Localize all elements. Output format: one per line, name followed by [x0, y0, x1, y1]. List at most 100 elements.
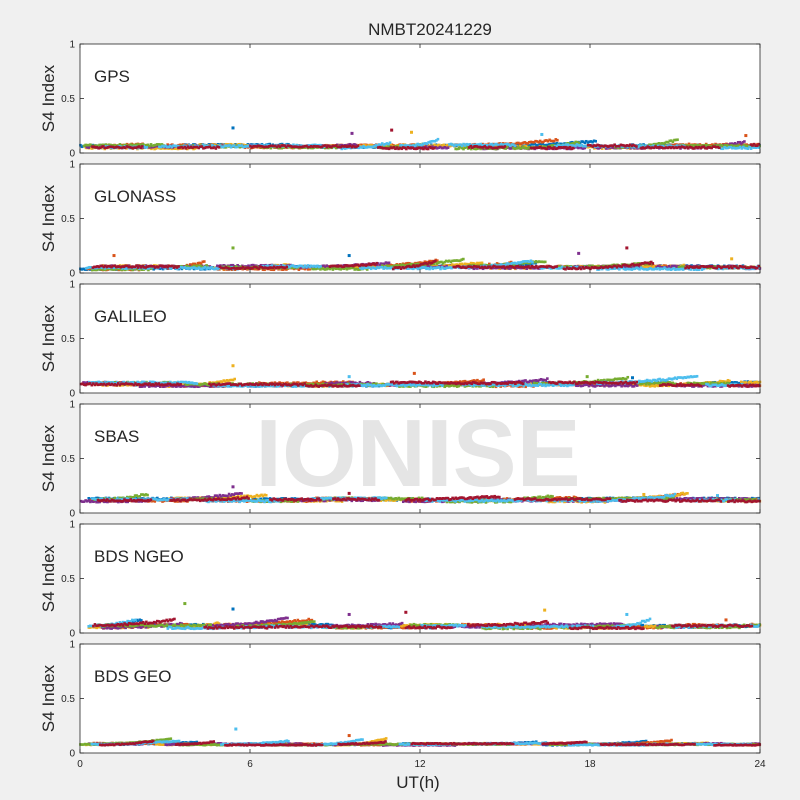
data-point — [196, 261, 200, 265]
data-point — [283, 264, 287, 268]
data-point — [419, 143, 423, 147]
data-point — [588, 264, 591, 268]
data-point — [351, 144, 355, 148]
data-point — [585, 139, 588, 143]
data-point — [98, 143, 101, 147]
y-axis-label: S4 Index — [39, 64, 58, 132]
data-point — [675, 267, 679, 271]
data-point — [124, 267, 127, 270]
data-point — [745, 144, 749, 148]
data-point — [433, 146, 436, 150]
data-point — [366, 265, 370, 269]
data-point — [480, 146, 483, 149]
data-point — [370, 145, 373, 149]
data-point — [334, 146, 338, 150]
data-point — [462, 257, 465, 261]
data-point — [463, 146, 467, 150]
data-point — [731, 144, 735, 148]
data-point — [173, 144, 177, 148]
data-point — [648, 262, 651, 266]
data-point — [573, 267, 577, 270]
data-point — [292, 265, 296, 268]
data-point — [697, 144, 701, 147]
data-point — [583, 144, 587, 148]
data-point — [234, 267, 237, 270]
data-point — [468, 143, 472, 146]
data-point — [199, 262, 203, 265]
data-point — [475, 267, 479, 270]
data-point — [504, 147, 507, 150]
data-point — [716, 265, 720, 268]
data-point — [202, 260, 206, 263]
data-point — [359, 143, 363, 147]
data-point — [752, 266, 756, 269]
data-point — [437, 261, 440, 264]
data-point — [577, 146, 580, 150]
data-point — [611, 144, 615, 148]
data-point — [449, 264, 453, 268]
data-point — [482, 266, 485, 269]
data-point — [167, 264, 171, 268]
data-point — [726, 265, 729, 268]
data-point — [729, 142, 732, 146]
data-point — [176, 144, 180, 148]
data-point — [625, 267, 629, 271]
data-point — [429, 146, 433, 150]
data-point — [483, 265, 487, 269]
data-point — [659, 142, 662, 146]
data-point — [136, 267, 139, 271]
data-point — [119, 146, 122, 150]
data-point — [448, 143, 451, 146]
data-point — [238, 142, 242, 146]
data-point — [330, 266, 333, 270]
data-point — [291, 266, 294, 269]
data-point — [428, 140, 432, 144]
data-point — [214, 147, 218, 150]
data-point — [619, 145, 623, 148]
data-point — [608, 266, 612, 270]
data-point — [97, 265, 101, 269]
data-point — [593, 144, 596, 147]
data-point — [444, 259, 448, 263]
data-point — [566, 143, 569, 146]
data-point — [630, 144, 634, 148]
data-point — [226, 143, 230, 146]
data-point — [181, 146, 185, 150]
data-point — [372, 264, 375, 267]
data-point — [662, 264, 666, 267]
data-point — [523, 146, 526, 149]
data-point — [98, 146, 102, 149]
data-point — [702, 143, 705, 147]
data-point — [425, 142, 429, 146]
data-point — [404, 262, 408, 265]
data-point — [489, 146, 493, 149]
data-point — [117, 146, 121, 149]
data-point — [171, 266, 174, 269]
data-point — [277, 144, 280, 147]
data-point — [110, 265, 113, 269]
data-point — [652, 144, 655, 147]
data-point — [721, 267, 725, 271]
data-point — [333, 144, 336, 148]
data-point — [430, 261, 434, 265]
data-point — [516, 146, 520, 149]
data-point — [384, 261, 388, 264]
data-point — [698, 266, 701, 269]
data-point — [594, 144, 598, 148]
data-point — [528, 266, 532, 270]
data-point — [660, 267, 663, 271]
data-point — [626, 264, 630, 268]
data-point — [546, 143, 549, 147]
data-point — [138, 143, 142, 146]
data-point — [738, 145, 742, 149]
data-point — [668, 145, 671, 149]
data-point — [313, 264, 316, 268]
data-point — [740, 265, 743, 268]
data-point — [88, 265, 91, 269]
data-point — [149, 143, 153, 146]
data-point — [530, 142, 534, 146]
data-point — [184, 147, 188, 150]
data-point — [306, 268, 310, 271]
data-point — [211, 144, 214, 147]
data-point — [385, 142, 389, 145]
